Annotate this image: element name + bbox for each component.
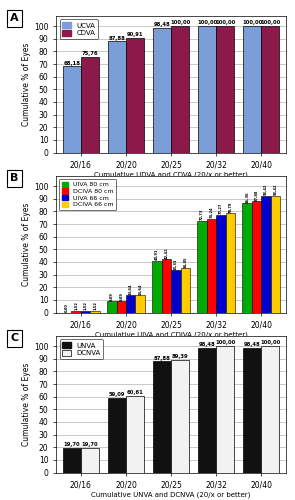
Text: 98,48: 98,48 (199, 342, 216, 347)
Text: 40,91: 40,91 (155, 249, 159, 260)
Bar (81, 448, 99, 472)
Text: 1,52: 1,52 (93, 302, 97, 310)
Text: 68,18: 68,18 (63, 60, 80, 66)
Bar (171, 26, 189, 152)
Text: 0,00: 0,00 (65, 303, 69, 312)
Legend: UIVA 80 cm, DCIVA 80 cm, UIVA 66 cm, DCIVA 66 cm: UIVA 80 cm, DCIVA 80 cm, UIVA 66 cm, DCI… (59, 179, 116, 210)
Text: 1,52: 1,52 (83, 302, 88, 310)
Text: 13,64: 13,64 (129, 284, 133, 295)
Bar (117, 301, 126, 312)
Legend: UCVA, CDVA: UCVA, CDVA (60, 20, 98, 39)
Bar (197, 220, 207, 312)
Bar (63, 66, 81, 152)
Bar (90, 310, 100, 312)
Bar (243, 26, 261, 152)
Text: 100,00: 100,00 (242, 20, 263, 25)
Text: 19,70: 19,70 (82, 442, 98, 447)
Bar (252, 202, 261, 312)
Bar (81, 310, 90, 312)
Bar (261, 26, 279, 152)
Text: 100,00: 100,00 (197, 20, 217, 25)
Text: 98,48: 98,48 (244, 342, 261, 347)
Text: 33,33: 33,33 (174, 258, 178, 270)
Bar (198, 348, 216, 472)
Text: 59,09: 59,09 (109, 392, 125, 397)
Bar (198, 26, 216, 152)
Y-axis label: Cumulative % of Eyes: Cumulative % of Eyes (22, 42, 31, 126)
Y-axis label: Cumulative % of Eyes: Cumulative % of Eyes (22, 202, 31, 286)
Text: 19,70: 19,70 (63, 442, 80, 447)
Text: 89,39: 89,39 (172, 354, 189, 359)
Text: 1,52: 1,52 (74, 302, 78, 310)
Bar (171, 270, 181, 312)
Text: 92,42: 92,42 (273, 184, 278, 196)
Bar (242, 204, 252, 312)
Bar (216, 26, 234, 152)
Text: 98,48: 98,48 (154, 22, 171, 28)
Text: 86,36: 86,36 (245, 192, 249, 203)
Bar (207, 218, 216, 312)
X-axis label: Cumulative UIVA and CDIVA (20/x or better): Cumulative UIVA and CDIVA (20/x or bette… (95, 332, 248, 338)
Bar (81, 56, 99, 152)
Text: 100,00: 100,00 (260, 340, 281, 345)
Bar (171, 360, 189, 472)
Text: 60,61: 60,61 (127, 390, 143, 396)
Bar (226, 213, 235, 312)
Text: 72,73: 72,73 (200, 209, 204, 220)
Bar (126, 38, 144, 152)
Text: 42,42: 42,42 (164, 247, 168, 258)
Text: 13,64: 13,64 (138, 284, 142, 295)
Bar (243, 348, 261, 472)
Bar (126, 396, 144, 472)
Text: 100,00: 100,00 (170, 20, 190, 25)
Bar (162, 259, 171, 312)
Bar (216, 215, 226, 312)
Bar (261, 346, 279, 472)
Legend: UNVA, DCNVA: UNVA, DCNVA (60, 340, 103, 359)
X-axis label: Cumulative UNVA and DCNVA (20/x or better): Cumulative UNVA and DCNVA (20/x or bette… (91, 492, 251, 498)
Text: 90,91: 90,91 (127, 32, 143, 37)
Bar (271, 196, 280, 312)
Text: 78,79: 78,79 (228, 201, 232, 212)
Bar (181, 268, 190, 312)
Text: B: B (10, 174, 19, 184)
X-axis label: Cumulative UDVA and CDVA (20/x or better): Cumulative UDVA and CDVA (20/x or better… (94, 172, 248, 178)
Text: 74,24: 74,24 (209, 206, 214, 218)
Bar (261, 196, 271, 312)
Text: 9,09: 9,09 (110, 292, 114, 300)
Text: 75,76: 75,76 (82, 51, 98, 56)
Bar (153, 362, 171, 472)
Text: 87,88: 87,88 (109, 36, 125, 41)
Text: 34,85: 34,85 (183, 256, 187, 268)
Text: 100,00: 100,00 (260, 20, 281, 25)
Text: 92,42: 92,42 (264, 184, 268, 196)
Text: 87,88: 87,88 (255, 190, 259, 201)
Bar (108, 398, 126, 472)
Text: 77,27: 77,27 (219, 203, 223, 214)
Text: 100,00: 100,00 (215, 20, 235, 25)
Bar (108, 42, 126, 152)
Y-axis label: Cumulative % of Eyes: Cumulative % of Eyes (22, 362, 31, 446)
Bar (71, 310, 81, 312)
Bar (126, 296, 135, 312)
Text: C: C (11, 334, 19, 344)
Text: A: A (10, 14, 19, 24)
Text: 87,88: 87,88 (154, 356, 171, 361)
Bar (153, 28, 171, 152)
Bar (152, 261, 162, 312)
Text: 100,00: 100,00 (215, 340, 235, 345)
Text: 9,09: 9,09 (119, 292, 123, 300)
Bar (63, 448, 81, 472)
Bar (216, 346, 234, 472)
Bar (135, 296, 145, 312)
Bar (107, 301, 117, 312)
